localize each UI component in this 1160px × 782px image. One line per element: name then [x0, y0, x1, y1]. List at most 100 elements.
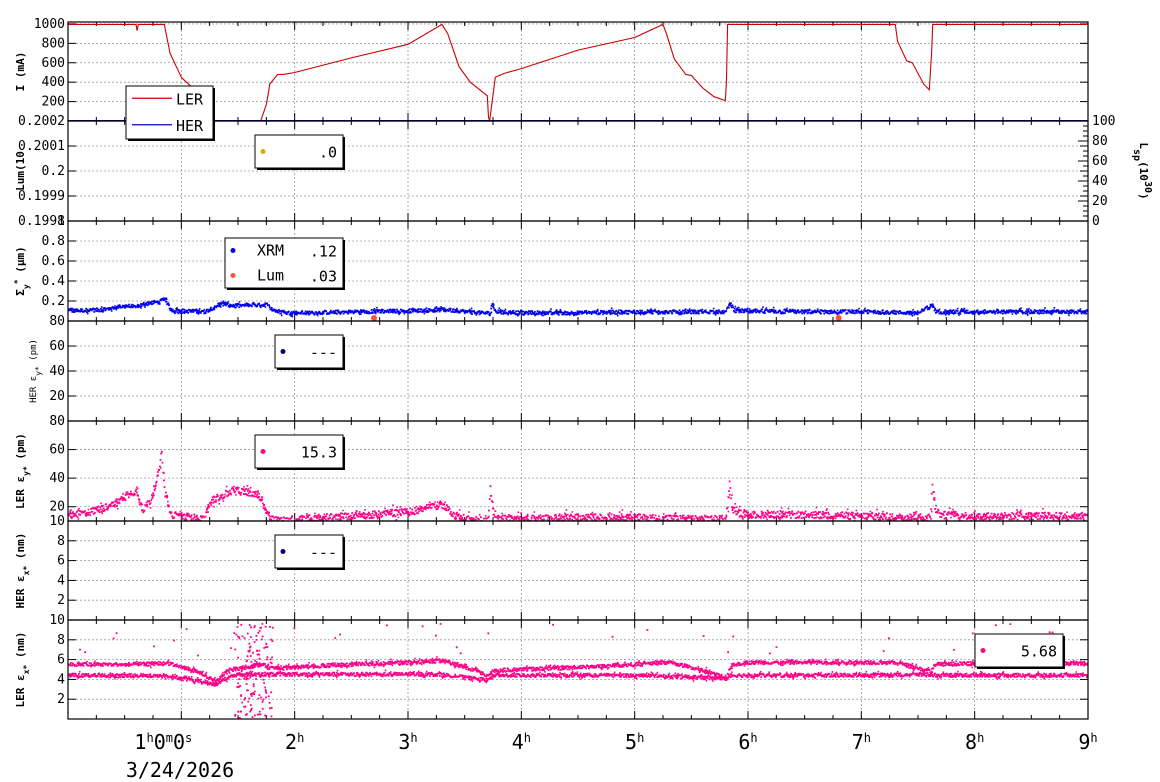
xtick-label: 2h — [285, 730, 304, 754]
legend-box — [254, 134, 344, 169]
right-ytick-label: 20 — [1092, 194, 1108, 209]
legend-current: LER HER — [125, 85, 215, 141]
legend-dot — [280, 549, 286, 554]
legend-dot — [980, 648, 986, 653]
right-ytick-label: 100 — [1092, 114, 1115, 129]
right-axis-label: Lsp(1030) — [1132, 142, 1154, 199]
series-lower-points — [68, 669, 1088, 687]
panel-frame — [67, 619, 1089, 720]
ytick-label: 0.1998 — [18, 214, 65, 229]
ytick-label: 8 — [57, 633, 65, 648]
series-group — [68, 450, 1088, 521]
panel-her_eps_x: 2 4 6 8 HER εx* (nm) — [14, 520, 1089, 621]
y-axis-label: LER εx* (nm) — [14, 632, 31, 708]
panel-ler_eps_x: 2 4 6 8 10 LER εx* (nm) — [14, 613, 1089, 720]
ytick-label: 0.2 — [42, 294, 65, 309]
series-group — [68, 623, 1088, 719]
legend-box — [274, 534, 344, 569]
legend-dot — [260, 149, 266, 154]
chart-legends: LER HER .0 XRM .12 Lum .03 --- 15.3 --- 5.68 — [125, 85, 1065, 669]
legend-label: HER — [176, 117, 204, 135]
chart-panels: 200 400 600 800 1000 I (mA) 0.1998 0.1999 0.2 0.2… — [13, 17, 1154, 720]
legend-ler_eps_y: 15.3 — [254, 434, 345, 470]
ytick-label: 4 — [57, 573, 65, 588]
series-group — [68, 297, 1088, 321]
ytick-label: 0.2 — [42, 164, 65, 179]
ytick-label: 60 — [49, 443, 65, 458]
right-ytick-label: 80 — [1092, 134, 1108, 149]
panel-frame — [67, 21, 1089, 122]
ytick-label: 40 — [49, 471, 65, 486]
ytick-label: 2 — [57, 692, 65, 707]
lum-point — [371, 315, 377, 321]
panel-sigma_y: 0.2 0.4 0.6 0.8 1 Σy* (μm) — [13, 214, 1089, 322]
panel-luminosity: 0.1998 0.1999 0.2 0.2001 0.2002 0 20 40 60 80 100 L… — [14, 114, 1154, 229]
ytick-label: 6 — [57, 653, 65, 668]
legend-box — [974, 633, 1064, 668]
series-upper-points — [68, 656, 1088, 685]
y-axis-label: HER εx* (nm) — [14, 533, 31, 609]
legend-label: Lum — [257, 267, 284, 285]
ytick-label: 0.2002 — [18, 114, 65, 129]
legend-dot — [260, 449, 266, 454]
ytick-label: 60 — [49, 339, 65, 354]
ytick-label: 10 — [49, 514, 65, 529]
legend-value: .12 — [310, 243, 337, 261]
ytick-label: 2 — [57, 593, 65, 608]
y-axis-label: I (mA) — [14, 52, 27, 92]
series-xrm-points — [68, 297, 1088, 318]
series-group — [68, 23, 1088, 121]
ytick-label: 80 — [49, 314, 65, 329]
legend-sigma_y: XRM .12 Lum .03 — [224, 237, 345, 290]
panel-current: 200 400 600 800 1000 I (mA) — [14, 17, 1089, 122]
ytick-label: 40 — [49, 364, 65, 379]
legend-value: .0 — [319, 144, 337, 162]
ytick-label: 1 — [57, 214, 65, 229]
legend-ler_eps_x: 5.68 — [974, 633, 1065, 669]
legend-box — [125, 85, 214, 140]
panel-her_eps_y: 20 40 60 80 HER εy* (pm) — [29, 314, 1089, 422]
date-label: 3/24/2026 — [126, 758, 234, 782]
legend-value: --- — [310, 344, 337, 362]
ytick-label: 0.4 — [42, 274, 66, 289]
ytick-label: 0.6 — [42, 254, 65, 269]
xtick-label: 3h — [398, 730, 417, 754]
ytick-label: 0.1999 — [18, 189, 65, 204]
legend-dot — [230, 248, 236, 253]
xtick-label: 6h — [738, 730, 757, 754]
xtick-label: 4h — [512, 730, 531, 754]
legend-label: LER — [176, 90, 204, 108]
panel-frame — [67, 420, 1089, 522]
ytick-label: 400 — [42, 75, 65, 90]
ytick-label: 200 — [42, 95, 65, 110]
legend-value: .03 — [310, 268, 337, 286]
legend-value: 15.3 — [301, 444, 337, 462]
ytick-label: 80 — [49, 414, 65, 429]
ytick-label: 8 — [57, 534, 65, 549]
xtick-label: 5h — [625, 730, 644, 754]
xtick-label: 8h — [965, 730, 984, 754]
series-ler-points — [68, 450, 1088, 521]
lum-point — [835, 315, 842, 321]
ytick-label: 800 — [42, 36, 65, 51]
right-ytick-label: 40 — [1092, 174, 1108, 189]
ytick-label: 600 — [42, 56, 65, 71]
series-ler-line — [68, 23, 1088, 121]
legend-value: --- — [310, 544, 337, 562]
ytick-label: 20 — [49, 500, 65, 515]
panel-frame — [67, 220, 1089, 322]
legend-value: 5.68 — [1021, 643, 1057, 661]
ytick-label: 20 — [49, 389, 65, 404]
xtick-label: 7h — [852, 730, 871, 754]
legend-box — [224, 237, 344, 289]
right-ytick-label: 60 — [1092, 154, 1108, 169]
legend-her_eps_x: --- — [274, 534, 345, 570]
y-axis-label: Σy* (μm) — [13, 246, 31, 295]
legend-dot — [230, 273, 236, 278]
legend-her_eps_y: --- — [274, 334, 345, 370]
ytick-label: 6 — [57, 554, 65, 569]
ytick-label: 1000 — [34, 17, 65, 32]
time-axis: 1h0m0s 2h 3h 4h 5h 6h 7h 8h 9h 3/24/2026 — [126, 730, 1098, 782]
